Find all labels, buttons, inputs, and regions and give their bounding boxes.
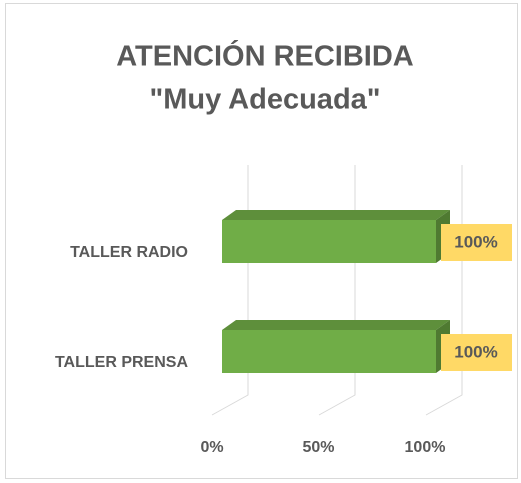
x-tick-label: 0% [200, 439, 223, 456]
category-label: TALLER RADIO [70, 244, 188, 261]
value-label: 100% [454, 232, 497, 251]
value-label-box [441, 334, 512, 371]
chart-subtitle: "Muy Adecuada" [149, 84, 380, 116]
value-label: 100% [454, 342, 497, 361]
x-tick-label: 100% [405, 439, 446, 456]
value-label-box [441, 224, 512, 261]
category-label: TALLER PRENSA [55, 354, 188, 371]
x-tick-label: 50% [302, 439, 334, 456]
bar [222, 330, 436, 373]
bar-top [222, 210, 450, 220]
bar [222, 220, 436, 263]
chart-title: ATENCIÓN RECIBIDA [116, 39, 414, 73]
bar-top [222, 320, 450, 330]
